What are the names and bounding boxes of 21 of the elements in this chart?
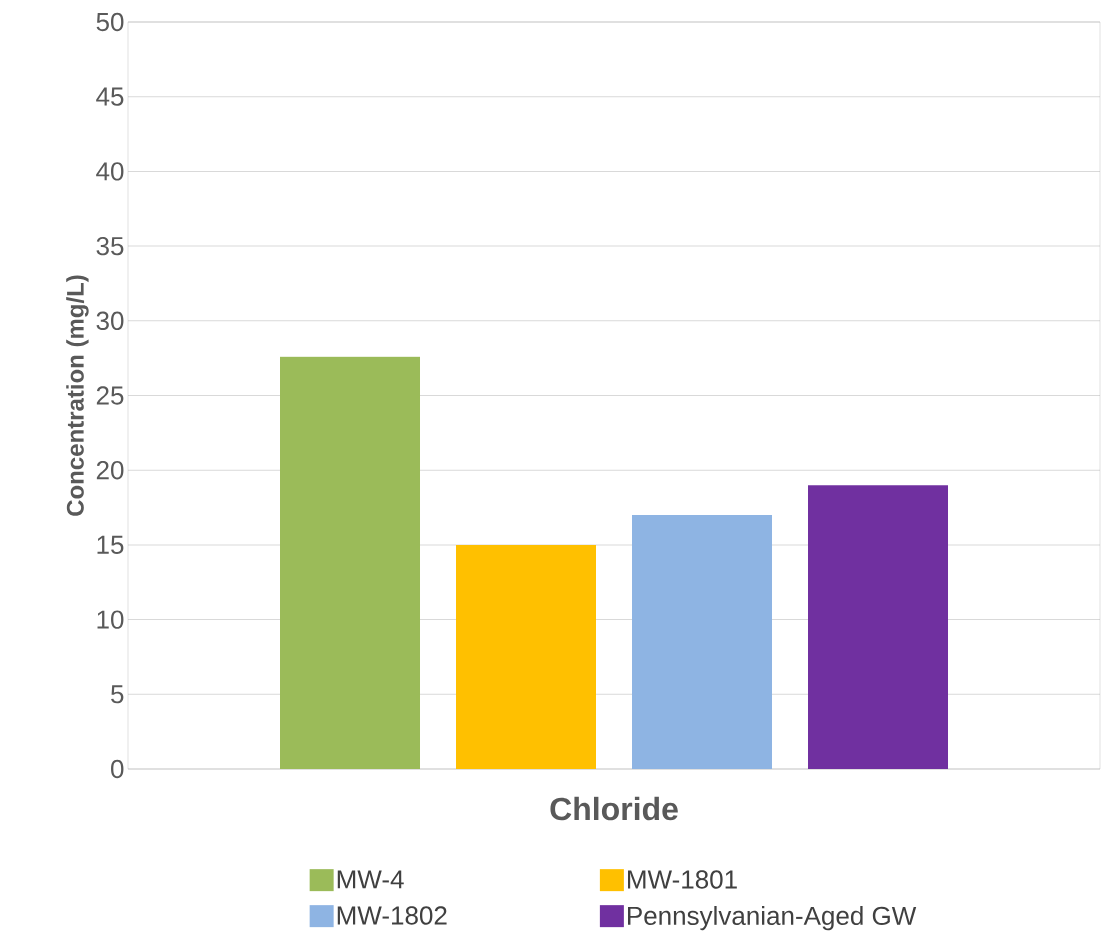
y-tick-label: 0: [111, 759, 124, 779]
bar: [808, 485, 949, 769]
y-tick-label: 25: [96, 386, 124, 405]
legend-label: MW-1801: [628, 870, 737, 889]
y-tick-label: 20: [96, 460, 124, 480]
y-tick-label: 30: [96, 311, 124, 330]
legend-label: MW-1802: [337, 906, 447, 925]
bar: [456, 544, 597, 769]
y-tick-label: 10: [97, 610, 124, 629]
bar: [280, 356, 421, 769]
legend-label: MW-4: [337, 870, 404, 889]
y-tick-label: 45: [96, 87, 124, 106]
y-tick-label: 35: [96, 236, 124, 256]
y-tick-label: 40: [96, 162, 124, 181]
y-tick-label: 5: [111, 685, 124, 704]
y-tick-label: 50: [96, 12, 124, 32]
x-tick-label: Chloride: [550, 796, 678, 821]
bar: [632, 515, 773, 769]
legend-label: Pennsylvanian-Aged GW: [628, 905, 917, 931]
y-tick-label: 15: [97, 535, 124, 554]
y-axis-title: Concentration (mg/L): [66, 275, 89, 516]
